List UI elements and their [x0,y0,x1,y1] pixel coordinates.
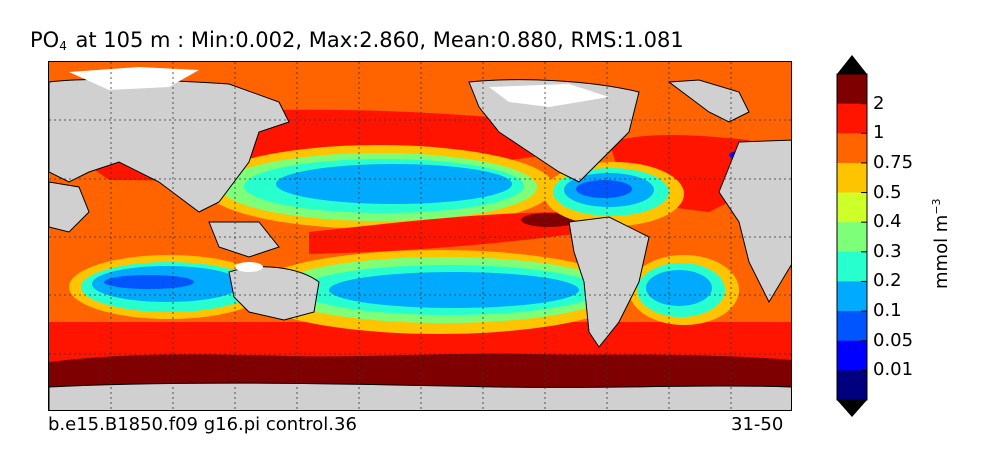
colorbar-tick-label: 0.5 [873,181,902,203]
title-variable: PO [30,28,60,52]
colorbar-tick-label: 0.3 [873,240,902,262]
colorbar-swatch [837,370,867,401]
colorbar-swatch [837,340,867,371]
colorbar-swatch [837,74,867,105]
colorbar-tick-label: 0.75 [873,151,914,173]
po4-map [48,61,792,411]
np-gyre-01 [276,164,512,204]
colorbar-extend-min [837,400,867,417]
title-stats: at 105 m : Min:0.002, Max:2.860, Mean:0.… [68,28,684,52]
sa-gyre-01 [646,270,712,306]
colorbar-tick-label: 0.2 [873,270,902,292]
maritime-continent [208,221,280,258]
colorbar-swatch [837,103,867,134]
unit-exponent: −3 [930,198,943,215]
io-gyre-005 [104,275,194,289]
graticule [49,62,791,410]
colorbar-swatch [837,192,867,223]
north-america [468,79,640,183]
colorbar-tick-label: 0.05 [873,329,914,351]
colorbar-extend-max [837,55,867,74]
map-title: PO4 at 105 m : Min:0.002, Max:2.860, Mea… [30,28,684,53]
south-america [568,216,650,348]
caption-years: 31-50 [731,414,784,435]
antarctica [49,382,791,410]
colorbar-swatch [837,133,867,164]
colorbar-swatch [837,162,867,194]
colorbar-tick-label: 0.1 [873,300,902,322]
colorbar-swatch [837,281,867,312]
eq-pacific-upwelling [309,212,589,254]
na-gyre-005 [576,180,632,198]
arctic-ice-america [489,84,609,107]
sea-ice [69,67,609,272]
africa-landmass [718,139,791,304]
colorbar-tick-label: 2 [873,92,885,114]
colorbar [836,54,868,418]
colorbar-swatch [837,251,867,282]
greenland [667,79,750,123]
colorbar-swatch [837,222,867,253]
sp-gyre-01 [329,272,579,308]
colorbar-tick-label: 1 [873,122,885,144]
colorbar-swatch [837,311,867,342]
eq-pacific-max [521,213,577,227]
colorbar-svg [836,55,868,417]
unit-base: mmol m [931,214,952,289]
caption-case-name: b.e15.B1850.f09 g16.pi control.36 [48,414,357,435]
map-canvas [49,62,791,410]
title-subscript: 4 [59,39,67,53]
colorbar-unit: mmol m−3 [930,198,952,289]
colorbar-tick-label: 0.01 [873,359,914,381]
ice-patch-indonesia [235,262,263,272]
colorbar-tick-label: 0.4 [873,211,902,233]
arabia-africa-edge [49,181,90,233]
arctic-ice-asia [69,67,199,90]
